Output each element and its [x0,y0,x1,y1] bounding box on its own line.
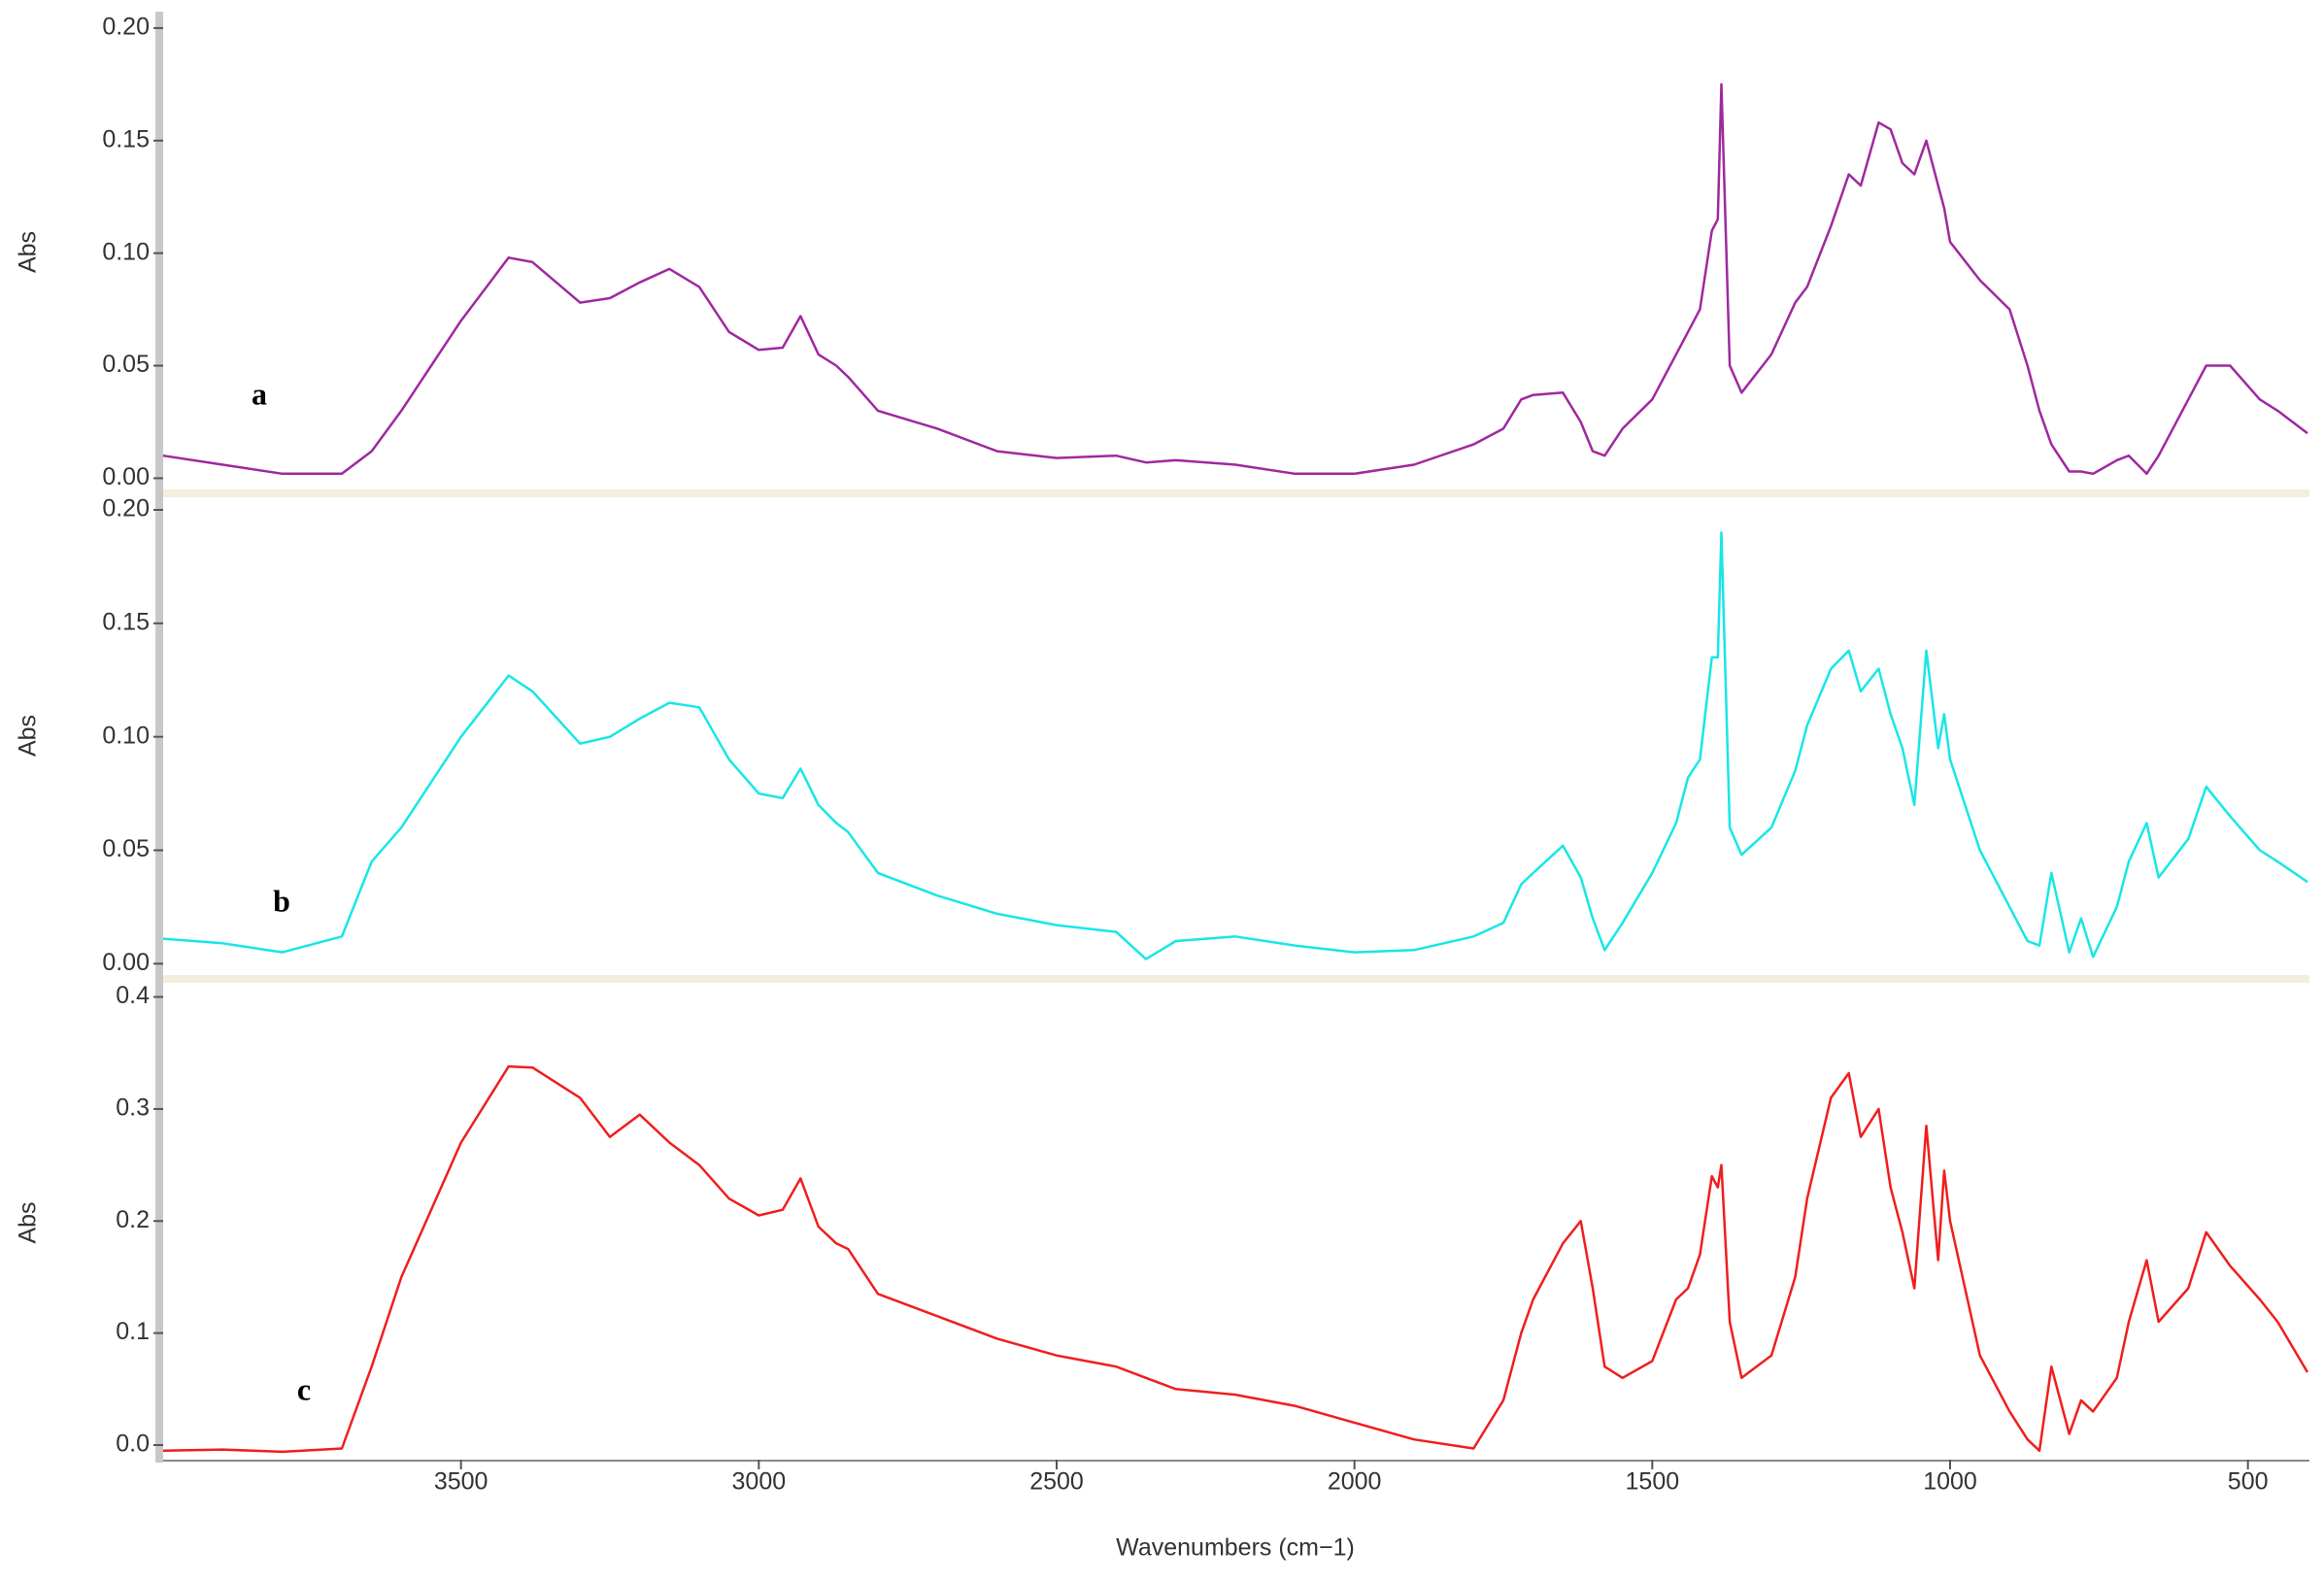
x-tick-label: 3500 [434,1468,488,1496]
x-tick-label: 500 [2228,1468,2269,1496]
y-tick-label: 0.10 [102,722,150,749]
y-axis-label: Abs [15,231,42,273]
y-tick-label: 0.1 [116,1318,150,1345]
x-tick-label: 1000 [1923,1468,1977,1496]
y-tick-label: 0.05 [102,351,150,378]
y-tick-label: 0.0 [116,1431,150,1458]
panel-separator [163,975,2309,983]
x-tick-label: 2500 [1029,1468,1084,1496]
y-tick-label: 0.15 [102,608,150,635]
y-tick-label: 0.00 [102,949,150,976]
x-tick-label: 2000 [1328,1468,1382,1496]
y-axis-label: Abs [15,715,42,757]
spectrum-line [162,83,2308,476]
panel-label: c [297,1371,311,1406]
y-tick-label: 0.10 [102,238,150,265]
y-tick-label: 0.15 [102,125,150,152]
y-tick-label: 0.05 [102,835,150,862]
y-tick-label: 0.00 [102,463,150,490]
x-axis-label: Wavenumbers (cm−1) [1116,1534,1355,1562]
panel-label: a [252,376,267,411]
x-tick-label: 1500 [1626,1468,1680,1496]
y-tick-label: 0.20 [102,14,150,41]
y-tick-label: 0.4 [116,982,150,1009]
y-tick-label: 0.2 [116,1206,150,1233]
panel-separator [163,489,2309,497]
y-tick-label: 0.20 [102,495,150,522]
spectrum-line [162,531,2308,960]
spectrum-line [162,1064,2309,1454]
panel-label: b [273,883,290,918]
y-tick-label: 0.3 [116,1095,150,1122]
y-axis-label: Abs [15,1201,42,1243]
x-tick-label: 3000 [732,1468,787,1496]
